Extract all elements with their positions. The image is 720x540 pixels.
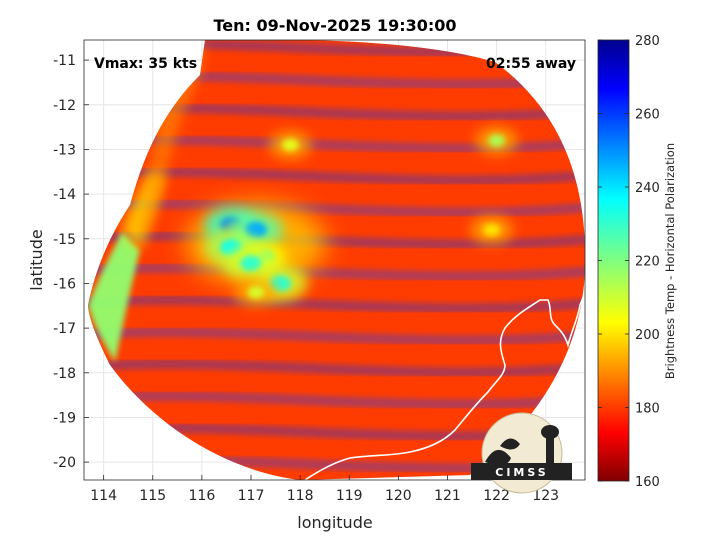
axes-frame: [83, 39, 586, 481]
x-tick-label: 122: [483, 488, 510, 504]
cold-feature-core: [483, 223, 501, 237]
cold-feature-core: [240, 255, 262, 272]
y-tick-label: -16: [53, 276, 76, 292]
y-tick-label: -17: [53, 321, 76, 337]
x-tick-label: 117: [238, 488, 265, 504]
colorbar-tick-label: 260: [635, 108, 660, 123]
y-tick-label: -15: [53, 232, 76, 248]
x-tick-label: 116: [189, 488, 216, 504]
cimss-logo-text: CIMSS: [495, 466, 548, 479]
colorbar-tick-label: 280: [635, 34, 660, 49]
y-tick-label: -19: [53, 410, 76, 426]
y-tick-label: -14: [53, 187, 76, 203]
time-away-label: 02:55 away: [486, 56, 576, 72]
colorbar-ticks: 280 260 240 220 200 180 160: [598, 34, 660, 490]
colorbar-tick-label: 180: [635, 402, 660, 417]
x-tick-label: 118: [287, 488, 314, 504]
colorbar-tick-label: 160: [635, 475, 660, 490]
coastline-path: [304, 289, 585, 480]
x-tick-label: 115: [139, 488, 166, 504]
cold-feature-core: [245, 221, 267, 238]
x-tick-label: 123: [532, 488, 559, 504]
vmax-label: Vmax: 35 kts: [94, 56, 197, 72]
x-axis: 114 115 116 117 118 119 120 121 122 123: [90, 475, 559, 504]
y-tick-label: -11: [53, 53, 76, 69]
cold-feature-core: [281, 138, 299, 152]
colorbar-tick-label: 220: [635, 255, 660, 270]
x-tick-label: 120: [385, 488, 412, 504]
y-tick-label: -12: [53, 98, 76, 114]
x-axis-label: longitude: [297, 513, 372, 532]
cold-feature-core: [488, 134, 505, 147]
cold-feature-core: [247, 286, 265, 299]
colorbar-tick-label: 240: [635, 181, 660, 196]
cimss-logo: CIMSS: [471, 412, 572, 494]
y-tick-label: -18: [53, 366, 76, 382]
chart-title: Ten: 09-Nov-2025 19:30:00: [213, 16, 456, 35]
x-tick-label: 119: [336, 488, 363, 504]
y-tick-label: -20: [53, 455, 76, 471]
colorbar-label: Brightness Temp - Horizontal Polarizatio…: [663, 143, 677, 379]
y-tick-label: -13: [53, 142, 76, 158]
y-axis-label: latitude: [27, 229, 46, 290]
colorbar: [597, 39, 630, 482]
x-tick-label: 121: [434, 488, 461, 504]
colorbar-tick-label: 200: [635, 328, 660, 343]
y-axis: -11 -12 -13 -14 -15 -16 -17 -18 -19 -20: [53, 53, 89, 471]
swath-edge-band: [88, 232, 140, 362]
x-tick-label: 114: [90, 488, 117, 504]
